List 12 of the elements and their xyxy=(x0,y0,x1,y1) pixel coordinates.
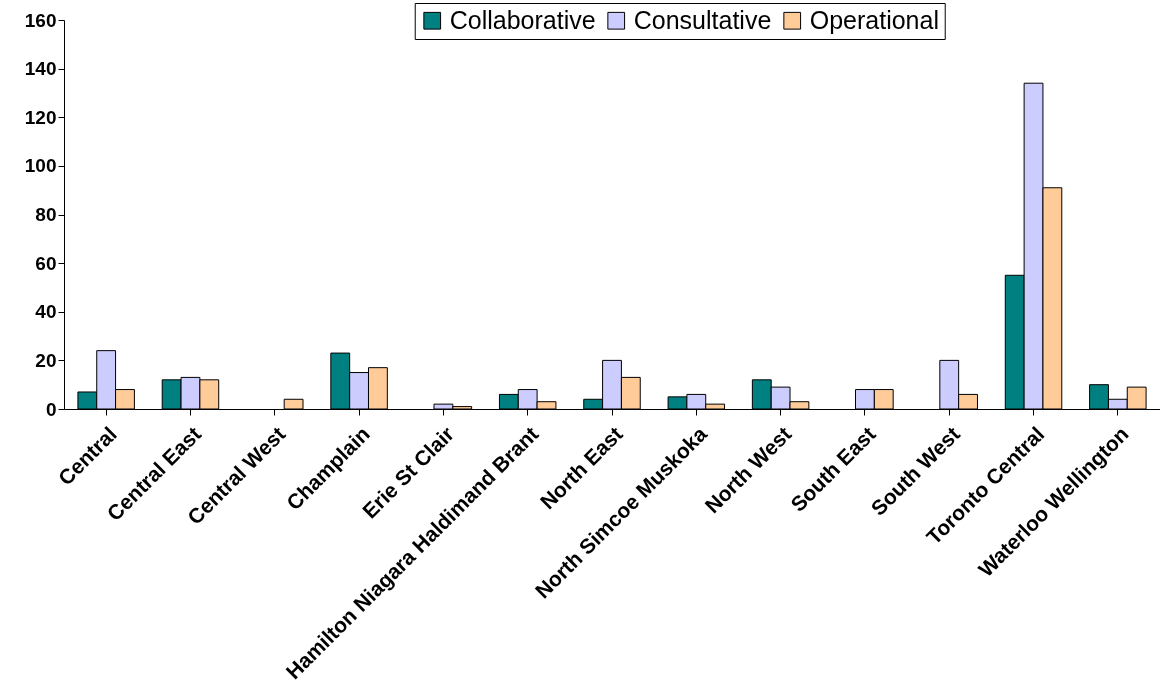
y-tick-label: 40 xyxy=(35,301,57,323)
y-tick-label: 60 xyxy=(35,252,57,274)
legend-label: Operational xyxy=(809,5,939,34)
y-tick-label: 120 xyxy=(24,106,57,128)
legend-label: Consultative xyxy=(633,5,772,34)
y-tick-label: 100 xyxy=(24,155,57,177)
y-tick-label: 160 xyxy=(24,9,57,31)
y-tick-label: 0 xyxy=(45,398,57,420)
y-tick-label: 140 xyxy=(24,58,57,80)
legend-label: Collaborative xyxy=(449,5,596,34)
y-tick-label: 80 xyxy=(35,204,57,225)
y-tick-label: 20 xyxy=(35,349,57,371)
